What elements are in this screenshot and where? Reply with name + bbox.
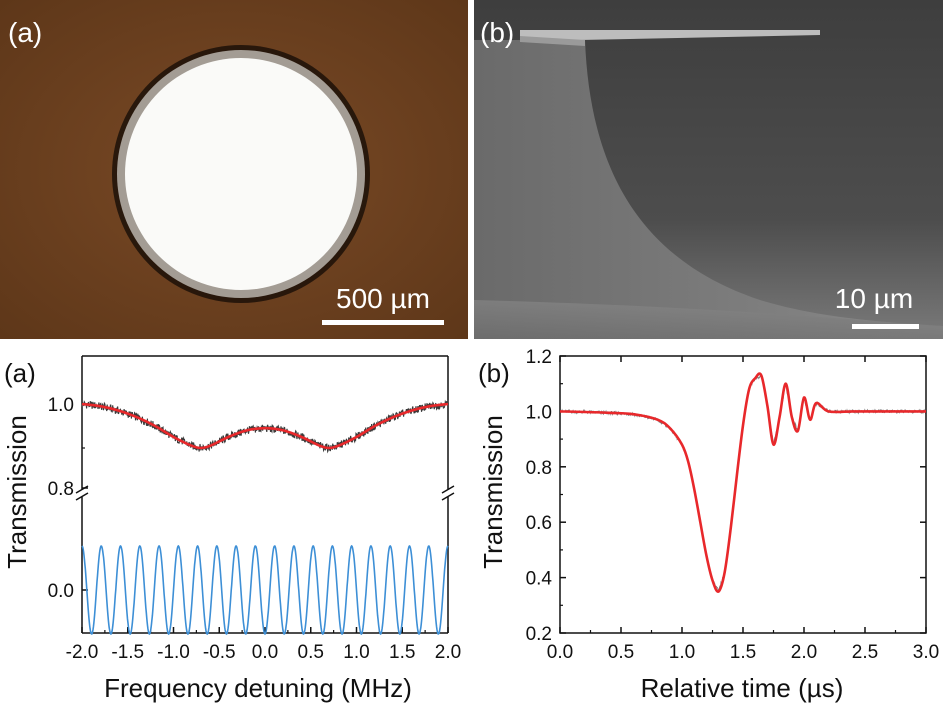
x-tick-label: 1.0 (343, 642, 369, 663)
chart-a-xlabel: Frequency detuning (MHz) (104, 673, 412, 703)
photo-b-scale-label: 10 µm (835, 283, 913, 314)
photo-a: (a) 500 µm (0, 0, 468, 339)
chart-b-xlabel: Relative time (µs) (641, 673, 844, 703)
y-tick-label: 0.2 (526, 624, 552, 645)
series-fit (559, 372, 926, 593)
x-tick-label: 2.0 (435, 642, 461, 663)
series-reference-oscillation (81, 544, 449, 636)
chart-a-ylabel: Transmission (2, 415, 32, 569)
x-tick-label: 0.5 (608, 642, 634, 663)
axis-break-mark (75, 485, 89, 494)
axis-break-mark (75, 492, 89, 501)
sem-membrane (520, 30, 820, 40)
x-tick-label: 0.5 (298, 642, 324, 663)
chart-a: (a) Transmission Frequency detuning (MHz… (2, 355, 461, 703)
chart-b-panel-label: (b) (478, 358, 510, 388)
y-tick-label: 1.2 (526, 347, 552, 368)
axis-break-mark (441, 492, 455, 501)
photo-a-scale-label: 500 µm (336, 283, 430, 314)
y-tick-label: 0.8 (48, 479, 74, 500)
x-tick-label: 1.5 (389, 642, 415, 663)
y-tick-label: 0.0 (48, 581, 74, 602)
y-tick-label: 0.6 (526, 513, 552, 534)
x-tick-label: -2.0 (66, 642, 99, 663)
chart-b-ylabel: Transmission (478, 415, 508, 569)
sem-pillar (474, 40, 943, 339)
plot-frame (559, 355, 927, 634)
x-tick-label: 3.0 (913, 642, 939, 663)
series-measured-noise (559, 374, 927, 593)
y-tick-label: 1.0 (48, 395, 74, 416)
x-tick-label: 1.5 (730, 642, 756, 663)
photo-b-scale-bar (852, 324, 919, 329)
resonator-disk (125, 58, 357, 290)
y-tick-label: 0.4 (526, 569, 553, 590)
chart-b: (b) Transmission Relative time (µs) 0.0 0… (478, 347, 939, 703)
y-tick-label: 0.8 (526, 458, 552, 479)
sem-substrate (474, 300, 943, 339)
x-tick-label: 0.0 (252, 642, 278, 663)
x-tick-label: 1.0 (669, 642, 695, 663)
photo-a-scale-bar (322, 320, 444, 325)
photo-b-panel-label: (b) (480, 17, 514, 48)
series-measured (81, 399, 449, 454)
photo-a-panel-label: (a) (8, 17, 42, 48)
series-measured (559, 372, 926, 593)
x-tick-label: -0.5 (203, 642, 236, 663)
axis-break-mark (441, 485, 455, 494)
x-tick-label: 2.0 (791, 642, 817, 663)
x-tick-label: 0.0 (547, 642, 573, 663)
x-tick-label: -1.0 (157, 642, 190, 663)
x-tick-label: 2.5 (852, 642, 878, 663)
photo-b: (b) 10 µm (474, 0, 943, 339)
chart-a-panel-label: (a) (4, 358, 36, 388)
y-tick-label: 1.0 (526, 402, 552, 423)
series-fit (81, 402, 449, 450)
x-tick-label: -1.5 (111, 642, 144, 663)
